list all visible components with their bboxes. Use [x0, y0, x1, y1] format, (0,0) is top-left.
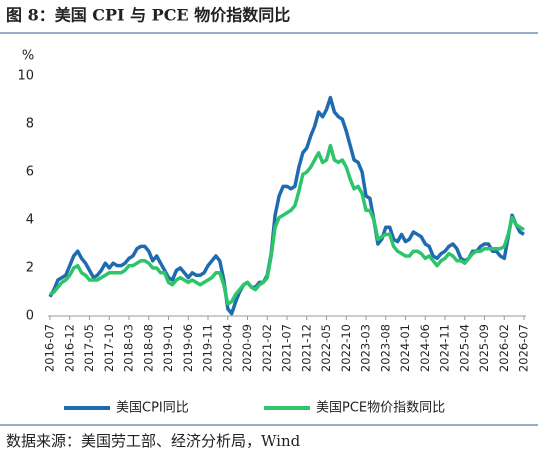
x-tick-label: 2024-01: [398, 324, 412, 372]
y-tick-label: 8: [26, 117, 34, 132]
chart-title: 图 8：美国 CPI 与 PCE 物价指数同比: [6, 6, 290, 25]
x-tick-label: 2022-10: [339, 324, 353, 372]
x-tick-label: 2026-07: [517, 324, 531, 372]
x-tick-label: 2023-03: [359, 324, 373, 372]
x-tick-label: 2025-04: [457, 324, 471, 372]
x-tick-label: 2022-05: [319, 324, 333, 372]
y-tick-label: 6: [26, 165, 34, 180]
x-tick-label: 2019-01: [161, 324, 175, 372]
x-tick-label: 2017-05: [82, 324, 96, 372]
x-tick-label: 2016-12: [62, 324, 76, 372]
series-line: [48, 95, 525, 316]
x-tick-label: 2021-02: [260, 324, 274, 372]
x-tick-label: 2018-03: [122, 324, 136, 372]
x-tick-label: 2024-06: [418, 324, 432, 372]
x-tick-label: 2026-02: [497, 324, 511, 372]
x-tick-label: 2023-08: [378, 324, 392, 372]
x-tick-label: 2020-09: [240, 324, 254, 372]
x-tick-label: 2017-10: [102, 324, 116, 372]
x-tick-label: 2021-12: [299, 324, 313, 372]
y-axis-label: %: [22, 49, 34, 64]
x-tick-label: 2020-04: [220, 324, 234, 372]
series-line: [49, 143, 525, 306]
y-tick-label: 0: [26, 309, 34, 324]
x-tick-label: 2021-07: [280, 324, 294, 372]
y-tick-label: 2: [26, 261, 34, 276]
x-tick-label: 2025-09: [477, 324, 491, 372]
x-tick-label: 2018-08: [141, 324, 155, 372]
y-tick-label: 4: [26, 213, 34, 228]
source-note: 数据来源：美国劳工部、经济分析局，Wind: [6, 432, 301, 450]
legend-label: 美国PCE物价指数同比: [316, 401, 445, 416]
y-tick-label: 10: [17, 69, 34, 84]
x-tick-label: 2016-07: [43, 324, 57, 372]
x-tick-label: 2019-06: [181, 324, 195, 372]
x-tick-label: 2019-11: [201, 324, 215, 372]
legend-label: 美国CPI同比: [116, 401, 189, 416]
x-tick-label: 2024-11: [438, 324, 452, 372]
